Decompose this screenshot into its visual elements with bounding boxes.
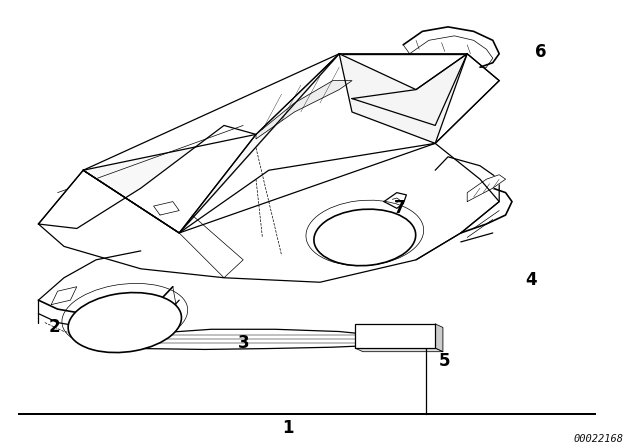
Polygon shape — [467, 175, 506, 202]
Text: 6: 6 — [535, 43, 547, 60]
Text: 7: 7 — [394, 199, 406, 217]
Polygon shape — [154, 202, 179, 215]
Polygon shape — [90, 296, 128, 314]
Text: 4: 4 — [525, 271, 537, 289]
Polygon shape — [38, 143, 499, 282]
Ellipse shape — [68, 293, 182, 353]
Text: 5: 5 — [439, 352, 451, 370]
Text: 2: 2 — [49, 318, 60, 336]
Polygon shape — [83, 54, 339, 233]
Text: E F 21LMA: E F 21LMA — [390, 334, 424, 339]
Polygon shape — [355, 348, 443, 352]
Polygon shape — [339, 54, 467, 143]
Polygon shape — [38, 125, 256, 233]
Polygon shape — [435, 324, 443, 352]
Polygon shape — [256, 81, 352, 139]
Polygon shape — [51, 287, 77, 305]
Ellipse shape — [314, 209, 416, 266]
FancyBboxPatch shape — [355, 324, 435, 348]
Polygon shape — [90, 329, 397, 349]
Text: 3: 3 — [237, 334, 249, 352]
Text: 00022168: 00022168 — [574, 434, 624, 444]
Polygon shape — [83, 54, 499, 233]
Text: 1: 1 — [282, 419, 294, 437]
